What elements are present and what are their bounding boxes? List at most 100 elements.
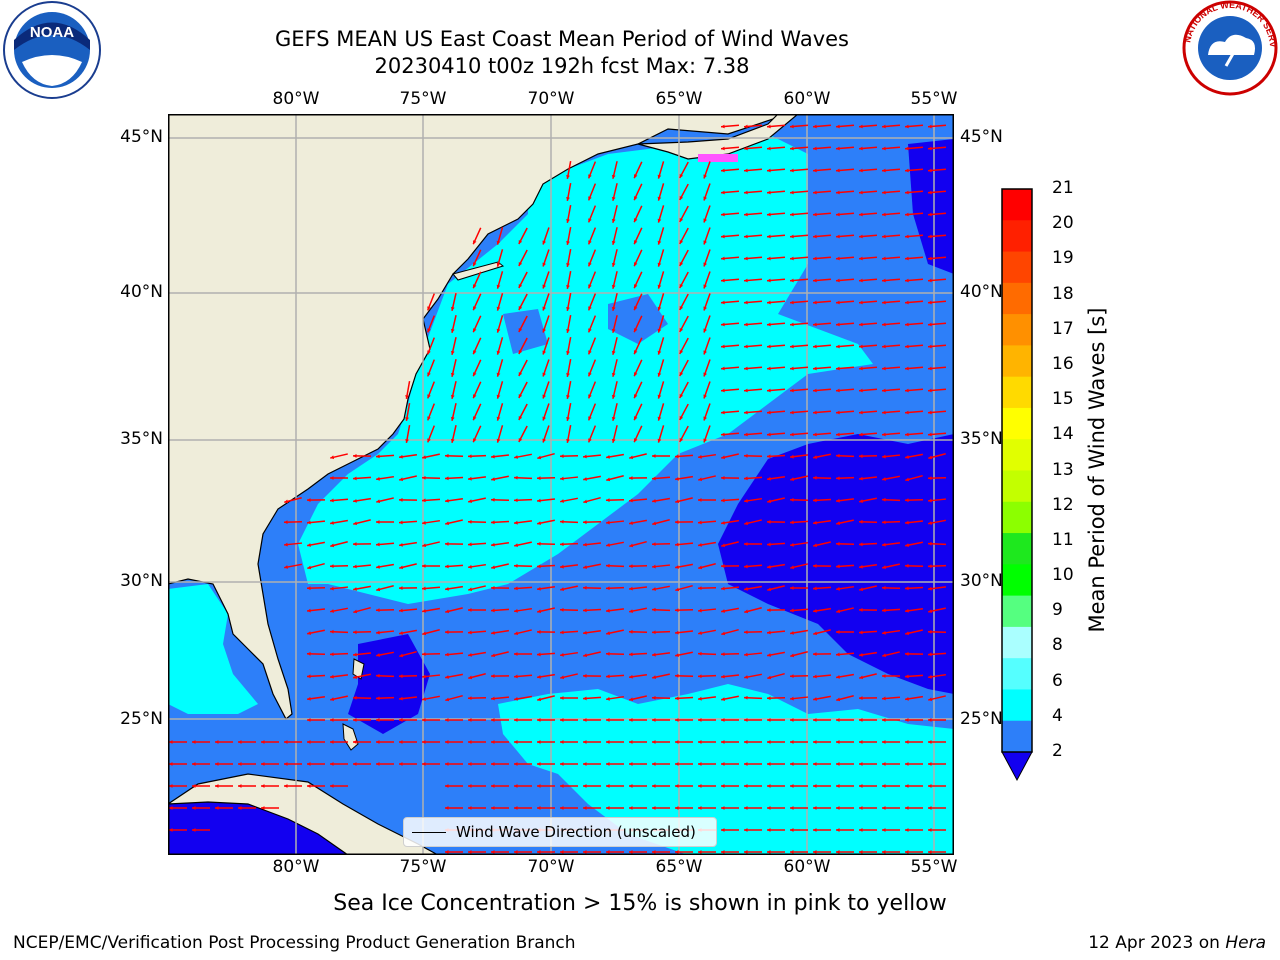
direction-arrow-head	[376, 542, 380, 547]
direction-arrow-head	[491, 674, 495, 678]
direction-arrow-head	[542, 416, 547, 421]
period-region-4-6-north	[298, 134, 873, 604]
lat-label-right: 30°N	[960, 571, 1003, 591]
direction-arrow-head	[238, 806, 242, 810]
direction-arrow-head	[353, 652, 357, 657]
direction-arrow-head	[767, 630, 771, 635]
colorbar-segment	[1002, 501, 1032, 534]
direction-arrow-head	[468, 675, 473, 680]
direction-arrow-head	[744, 234, 748, 239]
direction-arrow-head	[859, 499, 863, 503]
direction-arrow-head	[928, 652, 932, 657]
direction-arrow-head	[284, 565, 288, 569]
direction-arrow-head	[813, 564, 817, 568]
direction-arrow-head	[633, 372, 638, 377]
direction-arrow-head	[767, 432, 771, 437]
direction-arrow-head	[376, 762, 380, 766]
lon-label-top: 65°W	[655, 89, 703, 109]
direction-arrow-head	[882, 585, 886, 590]
direction-arrow-head	[583, 718, 587, 722]
direction-arrow-head	[445, 498, 449, 503]
direction-arrow-head	[422, 762, 426, 766]
direction-arrow-head	[882, 674, 886, 678]
colorbar-segment	[1002, 533, 1032, 565]
direction-arrow-head	[629, 762, 633, 766]
direction-arrow-head	[652, 499, 656, 503]
direction-arrow-head	[813, 410, 817, 415]
direction-arrow-head	[606, 563, 610, 568]
direction-arrow-head	[721, 784, 725, 788]
direction-arrow-head	[859, 519, 863, 524]
direction-arrow-head	[767, 608, 771, 612]
direction-arrow-head	[675, 806, 679, 810]
direction-arrow-head	[330, 740, 334, 744]
direction-arrow-head	[905, 366, 909, 371]
direction-arrow-head	[836, 124, 840, 129]
direction-arrow-head	[542, 372, 547, 377]
direction-arrow-head	[353, 587, 357, 591]
legend-line-icon	[412, 831, 446, 833]
direction-arrow-head	[611, 218, 616, 223]
direction-arrow-head	[652, 652, 656, 657]
direction-arrow-head	[376, 718, 380, 722]
direction-arrow-head	[566, 285, 570, 289]
direction-arrow-head	[353, 718, 357, 722]
direction-arrow-head	[566, 241, 570, 245]
direction-arrow-head	[790, 410, 794, 415]
direction-arrow-head	[537, 586, 541, 591]
direction-arrow-head	[675, 653, 679, 657]
direction-arrow-head	[703, 350, 707, 355]
direction-arrow-head	[652, 476, 656, 481]
direction-arrow-head	[468, 850, 472, 854]
noaa-logo-text: NOAA	[30, 24, 74, 41]
direction-arrow-head	[560, 564, 564, 569]
direction-arrow-head	[566, 175, 570, 179]
direction-arrow-head	[675, 587, 680, 592]
direction-arrow-head	[836, 278, 840, 283]
direction-arrow-head	[859, 124, 863, 129]
direction-arrow-head	[652, 850, 656, 854]
period-region-lt2-northeast	[908, 139, 954, 274]
direction-arrow-head	[518, 437, 523, 442]
direction-arrow-head	[790, 256, 794, 261]
direction-arrow-head	[790, 234, 794, 239]
direction-arrow-head	[859, 564, 863, 569]
direction-arrow-head	[611, 328, 616, 333]
land-cuba	[168, 773, 439, 855]
direction-arrow-head	[472, 372, 477, 377]
direction-arrow-head	[633, 174, 638, 179]
direction-arrow-head	[629, 498, 633, 503]
direction-arrow-head	[405, 417, 409, 421]
direction-arrow-head	[537, 564, 541, 569]
direction-arrow-head	[744, 806, 748, 810]
direction-arrow-head	[445, 630, 449, 634]
direction-arrow-head	[675, 608, 679, 613]
direction-arrow-head	[588, 218, 592, 223]
direction-arrow-head	[675, 850, 679, 854]
direction-arrow-head	[859, 652, 863, 657]
direction-arrow-head	[514, 608, 518, 613]
direction-arrow-head	[836, 564, 840, 569]
direction-arrow-head	[721, 190, 725, 195]
direction-arrow-head	[588, 174, 592, 179]
direction-arrow-head	[192, 784, 196, 788]
direction-arrow-head	[215, 740, 219, 744]
direction-arrow-head	[307, 674, 311, 679]
colorbar-segment	[1002, 407, 1032, 440]
direction-arrow-head	[450, 306, 455, 311]
direction-arrow-head	[721, 455, 726, 460]
direction-arrow-head	[744, 278, 748, 283]
direction-arrow-head	[633, 350, 638, 355]
land-bahamas	[342, 723, 359, 751]
direction-arrow-head	[882, 278, 886, 283]
direction-arrow-head	[698, 631, 702, 635]
direction-arrow-head	[353, 521, 358, 526]
direction-arrow-head	[583, 542, 587, 547]
direction-arrow-head	[859, 256, 863, 261]
direction-arrow-head	[583, 499, 588, 504]
direction-arrow-head	[376, 587, 381, 592]
direction-arrow-head	[422, 674, 426, 679]
direction-arrow-head	[169, 806, 173, 810]
direction-arrow-head	[629, 586, 633, 591]
direction-arrow-head	[284, 784, 288, 788]
